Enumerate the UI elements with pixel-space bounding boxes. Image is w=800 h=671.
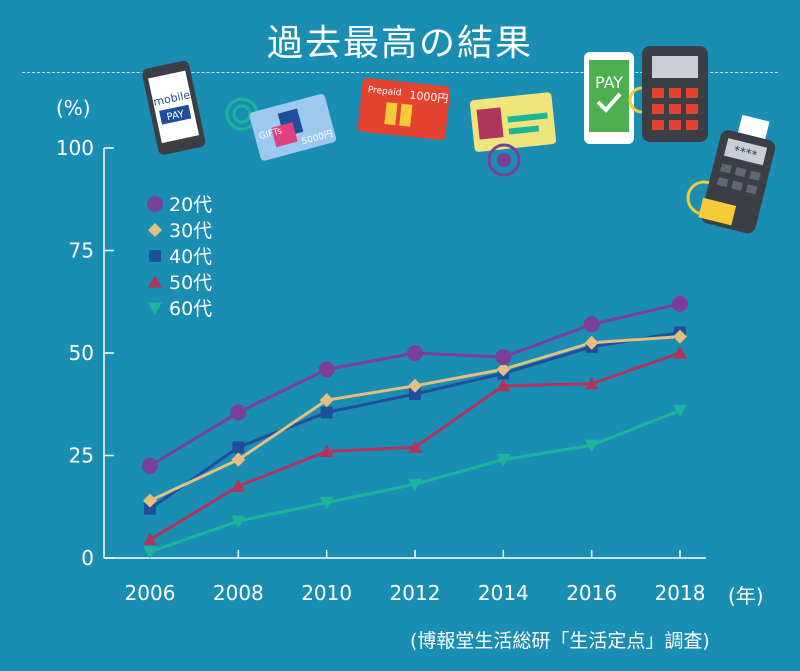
data-point <box>584 376 599 390</box>
transit-card-icon <box>469 92 557 177</box>
data-point <box>144 502 156 515</box>
legend-marker <box>147 196 163 212</box>
data-point <box>408 378 422 393</box>
legend-marker <box>149 250 161 262</box>
x-tick-label: 2006 <box>125 581 176 605</box>
prepaid-card-icon: Prepaid 1000円 <box>357 77 451 141</box>
y-tick-label: 100 <box>56 136 94 160</box>
data-point <box>231 515 246 529</box>
legend-marker <box>148 275 162 288</box>
data-point <box>409 388 421 400</box>
x-tick-label: 2014 <box>478 581 529 605</box>
legend-marker <box>148 302 162 315</box>
y-tick-label: 25 <box>69 444 94 468</box>
data-point <box>408 440 422 453</box>
legend-label: 40代 <box>169 246 212 268</box>
chart-title: 過去最高の結果 <box>266 23 533 64</box>
legend-label: 50代 <box>169 272 212 294</box>
data-point <box>673 329 687 344</box>
data-point <box>231 452 246 467</box>
legend-label: 20代 <box>169 194 212 216</box>
data-point <box>673 346 687 359</box>
card-terminal-icon <box>642 46 708 142</box>
smartphone-pay-icon: PAY <box>584 52 656 144</box>
data-point <box>319 393 334 408</box>
data-point <box>142 457 158 474</box>
data-point <box>583 316 600 333</box>
data-point <box>143 546 157 559</box>
data-point <box>319 444 334 457</box>
data-point <box>584 439 599 453</box>
data-point <box>143 493 157 508</box>
mobile-phone-icon: mobile PAY <box>142 60 206 155</box>
data-point <box>318 361 335 378</box>
data-point <box>672 295 688 312</box>
data-point <box>143 532 157 546</box>
data-point <box>496 362 511 377</box>
data-point <box>495 349 512 366</box>
data-point <box>319 497 334 510</box>
source-note: (博報堂生活総研「生活定点」調査) <box>410 630 710 652</box>
data-point <box>496 454 511 467</box>
data-point <box>673 404 687 418</box>
terminal-code: **** <box>732 143 759 162</box>
gift-card-icon: GIFTs 5000円 <box>225 93 336 161</box>
x-tick-label: 2012 <box>390 581 441 605</box>
data-point <box>496 378 511 392</box>
data-point <box>408 478 422 492</box>
x-tick-label: 2018 <box>655 581 706 605</box>
x-tick-label: 2010 <box>301 581 352 605</box>
title-divider <box>22 72 778 73</box>
data-point <box>230 404 247 421</box>
mobile-pay-label: PAY <box>166 109 186 124</box>
data-point <box>407 345 423 361</box>
data-point <box>232 441 245 454</box>
x-axis-unit: (年) <box>728 584 764 608</box>
legend-label: 60代 <box>169 298 212 320</box>
legend-marker <box>148 223 162 237</box>
data-point <box>231 479 246 492</box>
x-tick-label: 2008 <box>213 581 264 605</box>
y-tick-label: 0 <box>81 546 94 570</box>
prepaid-label: Prepaid <box>367 85 402 98</box>
legend-label: 30代 <box>169 220 212 242</box>
data-point <box>320 406 333 419</box>
y-axis-unit: (%) <box>56 96 91 120</box>
pay-screen-text: PAY <box>595 73 623 92</box>
prepaid-amount: 1000円 <box>409 89 449 106</box>
handheld-terminal-icon: **** <box>686 114 776 234</box>
y-tick-label: 50 <box>69 341 94 365</box>
x-tick-label: 2016 <box>566 581 617 605</box>
data-point <box>584 335 599 350</box>
y-tick-label: 75 <box>69 239 94 263</box>
